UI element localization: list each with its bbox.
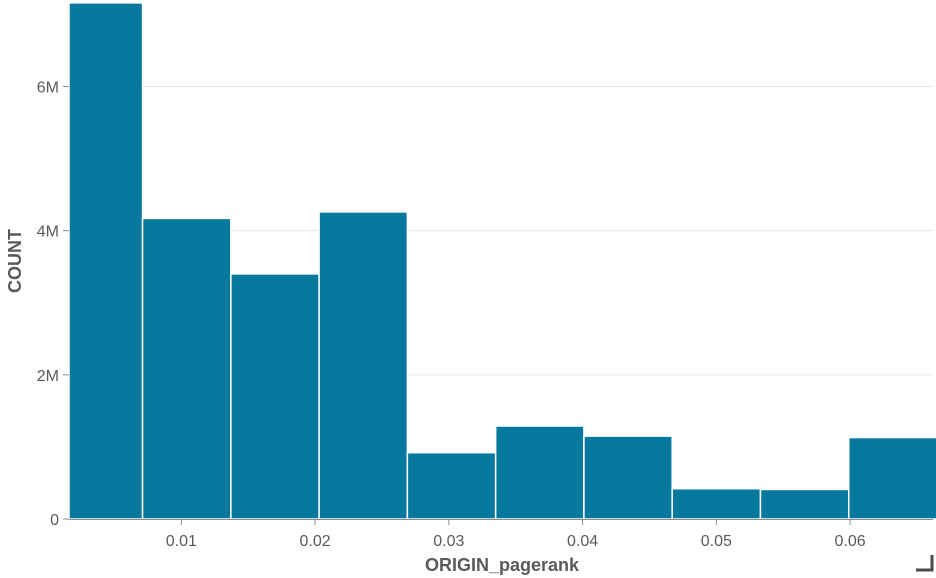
histogram-bar[interactable] [494,425,585,520]
y-axis-title: COUNT [5,229,25,293]
y-tick-label: 0 [50,512,59,529]
x-tick-label: 0.05 [701,533,732,550]
resize-handle-icon[interactable] [916,555,934,572]
tick-layer: 0 2M 4M 6M 0.01 0.02 0.03 0.04 0.05 0.06 [37,80,866,551]
bar-layer [68,2,936,520]
histogram-bar[interactable] [671,487,762,520]
x-axis-title: ORIGIN_pagerank [425,555,580,575]
histogram-bar[interactable] [68,2,144,520]
x-tick-label: 0.01 [166,533,197,550]
histogram-bar[interactable] [230,273,320,520]
histogram-bar[interactable] [583,435,673,520]
histogram-bar[interactable] [759,488,850,520]
axis-layer [63,86,933,525]
y-tick-label: 4M [37,224,59,241]
x-tick-label: 0.04 [567,533,598,550]
x-tick-label: 0.02 [300,533,331,550]
histogram-bar[interactable] [847,436,936,520]
histogram-bar[interactable] [141,217,232,520]
y-tick-label: 2M [37,368,59,385]
histogram-bar[interactable] [318,211,409,520]
y-tick-label: 6M [37,80,59,97]
x-tick-label: 0.03 [433,533,464,550]
x-tick-label: 0.06 [835,533,866,550]
histogram-bar[interactable] [406,451,497,520]
